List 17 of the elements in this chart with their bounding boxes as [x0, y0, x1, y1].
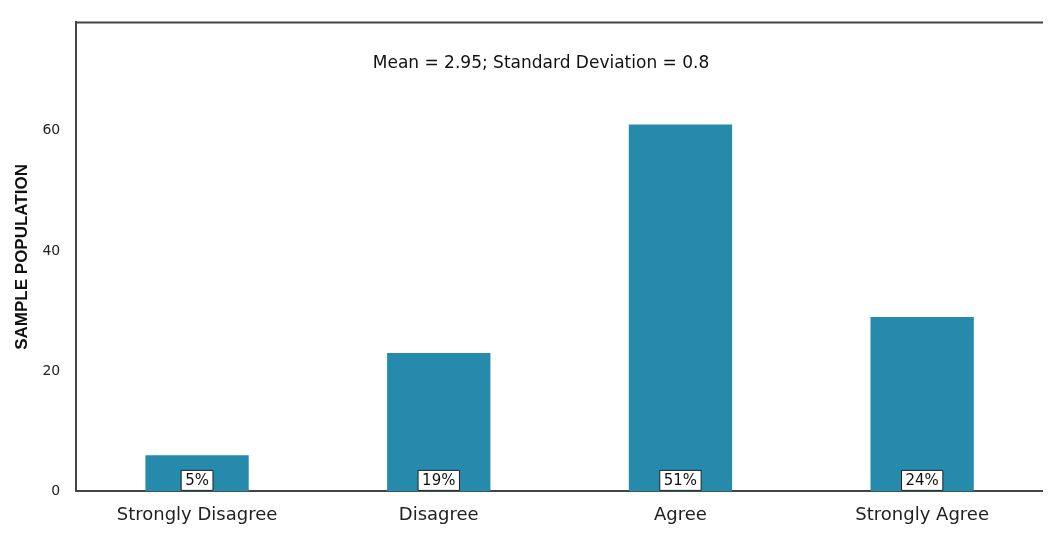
annotation: 5% — [185, 471, 209, 490]
x-tick-label: Disagree — [398, 502, 479, 524]
y-tick-label: 0 — [51, 482, 61, 499]
annotation: 51% — [663, 471, 698, 490]
x-tick-label: Strongly Disagree — [116, 502, 278, 524]
bar — [870, 317, 974, 492]
bar — [387, 353, 491, 492]
bar — [628, 124, 733, 492]
y-tick-label: 60 — [42, 121, 61, 138]
x-tick-label: Agree — [654, 502, 707, 524]
y-tick-label: 40 — [42, 241, 61, 258]
annotation: Mean = 2.95; Standard Deviation = 0.8 — [372, 52, 710, 73]
y-tick-label: 20 — [42, 361, 61, 378]
annotation: 19% — [422, 471, 456, 490]
x-tick-label: Strongly Agree — [855, 502, 989, 524]
annotation: 24% — [905, 471, 939, 490]
y-axis-title: SAMPLE POPULATION — [11, 164, 31, 350]
